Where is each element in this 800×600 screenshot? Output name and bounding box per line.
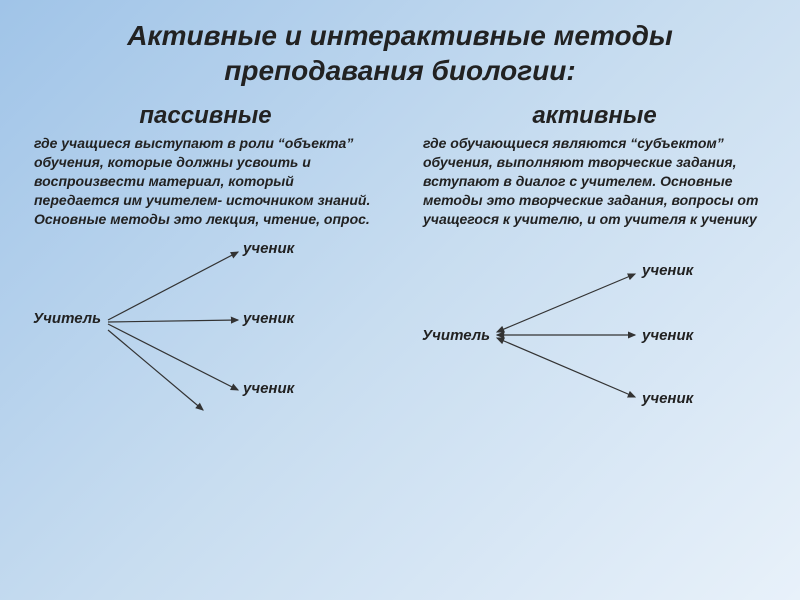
slide-title: Активные и интерактивные методы преподав… [0,0,800,88]
diagram-passive: Учитель ученик ученик ученик [28,232,383,422]
col-active: активные где обучающиеся являются “субъе… [417,96,772,422]
body-passive: где учащиеся выступают в роли “объекта” … [28,134,383,228]
diagram-active: Учитель ученик ученик ученик [417,232,772,422]
columns-wrap: пассивные где учащиеся выступают в роли … [0,88,800,422]
heading-passive: пассивные [28,102,383,130]
arrows-passive [28,232,383,422]
arrows-active [417,232,772,422]
col-passive: пассивные где учащиеся выступают в роли … [28,96,383,422]
heading-active: активные [417,102,772,130]
title-line1: Активные и интерактивные методы [127,20,673,51]
body-active: где обучающиеся являются “субъектом” обу… [417,134,772,228]
title-line2: преподавания биологии: [224,55,575,86]
